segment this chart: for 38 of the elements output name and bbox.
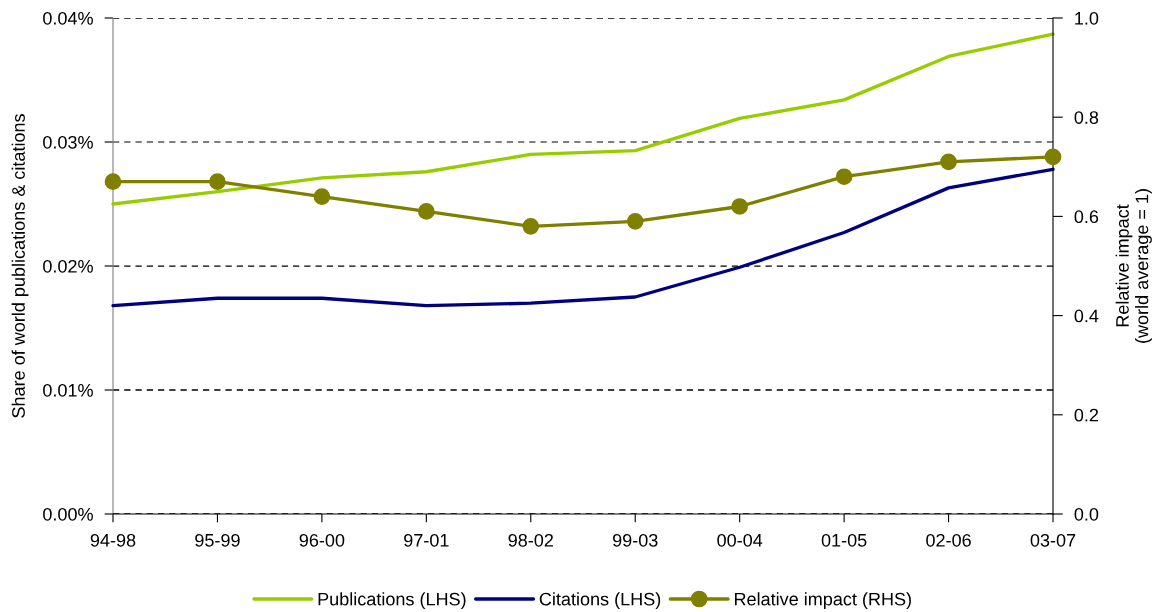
y2-tick-label: 1.0 xyxy=(1075,11,1099,25)
x-tick-label: 96-00 xyxy=(299,533,345,547)
x-tick-label: 00-04 xyxy=(717,533,763,547)
point xyxy=(835,168,853,186)
y-tick-label: 0.02% xyxy=(43,259,93,273)
y2-tick-label: 0.0 xyxy=(1074,507,1099,521)
y-tick-label: 0.04% xyxy=(43,11,93,25)
y-tick-label: 0.00% xyxy=(43,507,93,521)
point xyxy=(417,203,435,220)
point xyxy=(313,188,331,205)
y-tick-label: 0.01% xyxy=(43,383,93,397)
y2-tick-label: 0.4 xyxy=(1074,309,1099,323)
point xyxy=(626,213,644,230)
point xyxy=(731,198,749,215)
line-series xyxy=(111,32,1055,206)
line-series xyxy=(111,167,1055,308)
point xyxy=(940,153,957,171)
point xyxy=(209,173,226,191)
y2-tick-label: 0.6 xyxy=(1074,210,1099,224)
x-tick-label: 02-06 xyxy=(926,533,971,547)
y2-axis-title: Relative impact (world average = 1) xyxy=(1115,189,1152,343)
point xyxy=(104,173,122,191)
y-axis-title: Share of world publications & citations xyxy=(11,114,29,418)
x-tick-label: 97-01 xyxy=(404,533,449,547)
y-tick-label: 0.03% xyxy=(43,135,93,149)
x-tick-label: 94-98 xyxy=(90,533,136,547)
x-tick-label: 98-02 xyxy=(508,533,553,547)
legend-label: Publications (LHS) xyxy=(318,592,466,610)
x-tick-label: 95-99 xyxy=(195,533,240,547)
x-tick-label: 99-03 xyxy=(612,533,658,547)
legend-label: Citations (LHS) xyxy=(539,592,661,610)
point xyxy=(1044,148,1062,166)
x-tick-label: 01-05 xyxy=(821,533,867,547)
legend-label: Relative impact (RHS) xyxy=(734,592,911,610)
y2-tick-label: 0.8 xyxy=(1074,111,1099,124)
y2-tick-label: 0.2 xyxy=(1074,408,1099,422)
point xyxy=(522,217,540,235)
x-tick-label: 03-07 xyxy=(1030,533,1076,547)
